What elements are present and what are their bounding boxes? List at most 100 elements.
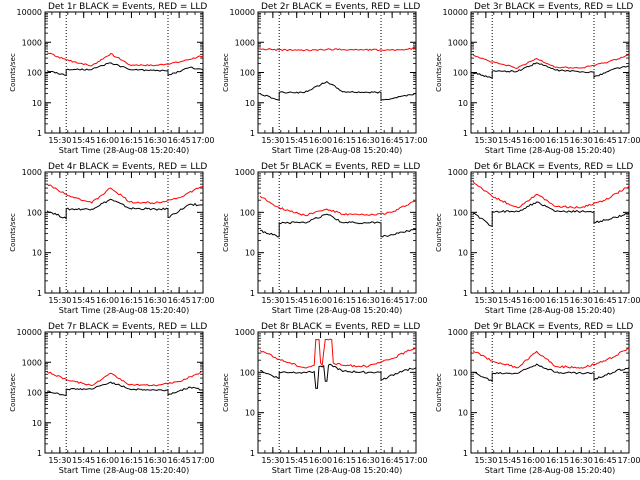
x-tick-label: 16:15 — [546, 296, 569, 305]
y-tick-label: 10000 — [443, 8, 468, 17]
x-tick-label: 16:30 — [570, 296, 593, 305]
x-tick-label: 15:30 — [261, 456, 284, 465]
lld-series-line — [46, 52, 204, 67]
x-tick-label: 17:00 — [404, 136, 427, 145]
y-tick-label: 100 — [27, 389, 42, 398]
x-tick-label: 17:00 — [617, 456, 640, 465]
x-tick-label: 15:30 — [48, 136, 71, 145]
panel-4: Det 4r BLACK = Events, RED = LLD 1 10 100 10… — [9, 162, 215, 315]
y-tick-label: 100 — [240, 368, 255, 377]
x-tick-label: 16:15 — [546, 136, 569, 145]
x-tick-label: 16:30 — [357, 456, 380, 465]
panel-title: Det 8r BLACK = Events, RED = LLD — [261, 322, 420, 332]
x-tick-label: 15:45 — [72, 136, 95, 145]
y-tick-label: 10 — [458, 409, 468, 418]
x-axis-label: Start Time (28-Aug-08 15:20:40) — [59, 306, 190, 315]
x-tick-label: 15:30 — [48, 296, 71, 305]
y-tick-label: 1 — [37, 289, 42, 298]
x-tick-label: 16:15 — [333, 136, 356, 145]
panel-2: Det 2r BLACK = Events, RED = LLD 1 10 100 10… — [222, 2, 428, 155]
events-series-line — [473, 363, 630, 383]
x-tick-label: 16:30 — [144, 136, 167, 145]
x-axis-label: Start Time (28-Aug-08 15:20:40) — [485, 306, 616, 315]
y-axis-label: Counts/sec — [9, 53, 17, 92]
y-tick-label: 1000 — [22, 38, 42, 47]
y-tick-label: 10 — [32, 419, 42, 428]
x-axis-label: Start Time (28-Aug-08 15:20:40) — [272, 146, 403, 155]
y-tick-label: 1000 — [22, 168, 42, 177]
x-tick-label: 17:00 — [617, 136, 640, 145]
panel-title: Det 6r BLACK = Events, RED = LLD — [474, 162, 633, 172]
y-tick-label: 1 — [37, 129, 42, 138]
y-tick-label: 1 — [250, 129, 255, 138]
lld-series-line — [46, 183, 204, 205]
x-tick-label: 16:15 — [120, 456, 143, 465]
y-tick-label: 1 — [250, 289, 255, 298]
panel-title: Det 7r BLACK = Events, RED = LLD — [48, 322, 207, 332]
y-tick-label: 1 — [463, 129, 468, 138]
y-axis-label: Counts/sec — [435, 213, 443, 252]
y-tick-label: 100 — [27, 208, 42, 217]
y-tick-label: 100 — [453, 368, 468, 377]
y-tick-label: 100 — [240, 69, 255, 78]
events-series-line — [46, 62, 204, 77]
x-tick-label: 15:45 — [285, 456, 308, 465]
y-axis-label: Counts/sec — [435, 373, 443, 412]
plot-frame — [257, 11, 417, 134]
x-tick-label: 16:00 — [96, 456, 119, 465]
x-tick-label: 16:45 — [594, 136, 617, 145]
panel-title: Det 4r BLACK = Events, RED = LLD — [48, 162, 207, 172]
x-tick-label: 17:00 — [404, 296, 427, 305]
x-tick-label: 16:00 — [96, 296, 119, 305]
events-series-line — [472, 62, 630, 80]
x-tick-label: 16:30 — [570, 456, 593, 465]
panel-6: Det 6r BLACK = Events, RED = LLD 1 10 100 10… — [435, 162, 640, 315]
x-tick-label: 16:45 — [168, 296, 191, 305]
lld-series-line — [472, 54, 630, 69]
panel-1: Det 1r BLACK = Events, RED = LLD 1 10 100 10… — [9, 2, 215, 155]
y-tick-label: 10 — [32, 99, 42, 108]
plot-frame — [44, 171, 204, 294]
y-tick-label: 10 — [458, 249, 468, 258]
x-tick-label: 15:45 — [72, 296, 95, 305]
x-tick-label: 17:00 — [191, 136, 214, 145]
panel-5: Det 5r BLACK = Events, RED = LLD 1 10 100 10… — [222, 162, 428, 315]
plot-frame — [470, 171, 630, 294]
y-tick-label: 10000 — [230, 8, 255, 17]
x-axis-label: Start Time (28-Aug-08 15:20:40) — [485, 146, 616, 155]
x-tick-label: 16:45 — [594, 456, 617, 465]
x-tick-label: 15:45 — [285, 296, 308, 305]
panel-8: Det 8r BLACK = Events, RED = LLD 1 10 100 10… — [222, 322, 428, 475]
panel-title: Det 3r BLACK = Events, RED = LLD — [474, 2, 633, 12]
y-tick-label: 100 — [240, 208, 255, 217]
events-series-line — [47, 381, 204, 396]
plot-frame — [257, 171, 417, 294]
x-tick-label: 16:30 — [570, 136, 593, 145]
x-axis-label: Start Time (28-Aug-08 15:20:40) — [59, 466, 190, 475]
y-tick-label: 10000 — [17, 8, 42, 17]
y-tick-label: 1000 — [448, 168, 468, 177]
y-axis-label: Counts/sec — [222, 373, 230, 412]
y-tick-label: 1000 — [235, 38, 255, 47]
y-tick-label: 1000 — [235, 168, 255, 177]
x-tick-label: 16:00 — [309, 136, 332, 145]
plot-frame — [44, 11, 204, 134]
x-tick-label: 15:45 — [498, 296, 521, 305]
panel-title: Det 1r BLACK = Events, RED = LLD — [48, 2, 207, 12]
x-tick-label: 16:15 — [546, 456, 569, 465]
y-tick-label: 1000 — [235, 328, 255, 337]
panel-9: Det 9r BLACK = Events, RED = LLD 1 10 100 10… — [435, 322, 640, 475]
panel-title: Det 5r BLACK = Events, RED = LLD — [261, 162, 420, 172]
y-tick-label: 100 — [453, 208, 468, 217]
x-tick-label: 16:45 — [381, 456, 404, 465]
y-tick-label: 10 — [245, 99, 255, 108]
y-tick-label: 1000 — [448, 328, 468, 337]
x-tick-label: 15:30 — [474, 296, 497, 305]
y-tick-label: 1 — [250, 449, 255, 458]
events-series-line — [473, 201, 630, 227]
x-tick-label: 16:00 — [522, 456, 545, 465]
y-tick-label: 1 — [463, 289, 468, 298]
x-tick-label: 17:00 — [191, 296, 214, 305]
x-tick-label: 16:45 — [168, 136, 191, 145]
